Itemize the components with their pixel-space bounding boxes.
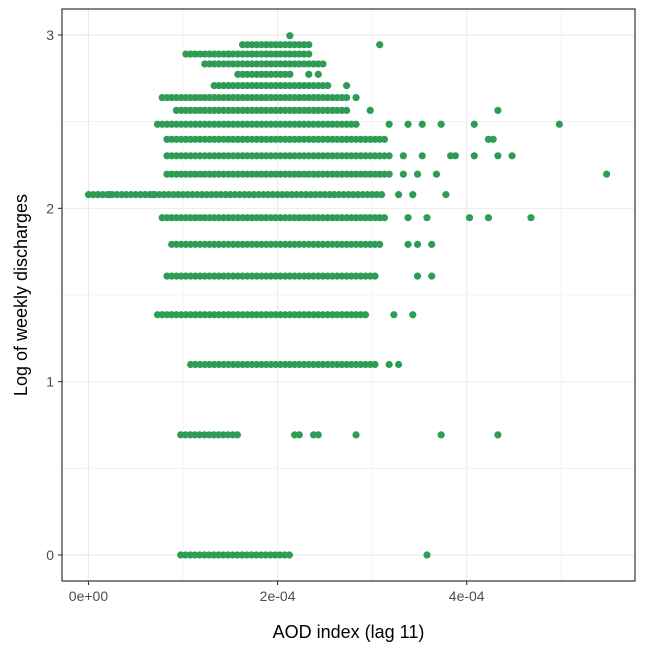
scatter-point (305, 41, 313, 49)
scatter-point (361, 311, 370, 319)
x-axis-title: AOD index (lag 11) (273, 622, 425, 642)
scatter-point (314, 431, 322, 439)
scatter-point (343, 106, 351, 114)
scatter-point (285, 551, 293, 559)
scatter-point (494, 431, 502, 439)
scatter-point (423, 551, 431, 559)
scatter-point (295, 431, 303, 439)
scatter-point (352, 431, 360, 439)
scatter-point (395, 360, 403, 369)
scatter-point (494, 106, 502, 114)
data-points (84, 32, 611, 559)
scatter-point (437, 431, 445, 439)
scatter-point (376, 41, 384, 49)
scatter-point (371, 272, 379, 280)
scatter-point (484, 214, 493, 222)
scatter-point (224, 50, 233, 58)
scatter-point (413, 272, 422, 280)
scatter-point (484, 135, 493, 143)
scatter-point (437, 120, 445, 128)
scatter-point (149, 191, 157, 199)
scatter-point (470, 120, 478, 128)
scatter-point (106, 191, 114, 199)
scatter-point (413, 240, 422, 248)
scatter-point (319, 60, 327, 68)
scatter-point (508, 152, 516, 160)
y-axis-title: Log of weekly discharges (11, 194, 31, 396)
scatter-point (377, 191, 386, 199)
scatter-point (413, 170, 422, 178)
scatter-point (343, 82, 351, 90)
scatter-point (385, 360, 393, 369)
scatter-point (404, 214, 412, 222)
scatter-point (305, 50, 313, 58)
x-tick-label: 0e+00 (69, 588, 109, 604)
scatter-point (352, 120, 360, 128)
y-tick-label: 3 (46, 27, 54, 43)
scatter-point (418, 120, 426, 128)
scatter-point (428, 272, 436, 280)
y-tick-label: 1 (46, 374, 54, 390)
scatter-point (404, 240, 412, 248)
scatter-point (432, 170, 441, 178)
scatter-point (371, 360, 379, 369)
x-tick-label: 2e-04 (260, 588, 296, 604)
scatter-point (380, 214, 389, 222)
scatter-point (527, 214, 535, 222)
y-tick-label: 0 (46, 547, 54, 563)
scatter-point (395, 191, 403, 199)
scatter-point (603, 170, 611, 178)
y-tick-label: 2 (46, 200, 54, 216)
scatter-point (418, 152, 426, 160)
scatter-point (390, 311, 398, 319)
scatter-point (366, 106, 374, 114)
x-tick-label: 4e-04 (449, 588, 485, 604)
scatter-point (399, 152, 407, 160)
scatter-point (404, 120, 412, 128)
scatter-point (281, 60, 289, 68)
scatter-point (286, 32, 294, 40)
scatter-point (385, 170, 393, 178)
scatter-point (399, 170, 407, 178)
scatter-point (248, 50, 256, 58)
scatter-point (286, 70, 294, 78)
scatter-point (470, 152, 478, 160)
scatter-point (409, 311, 417, 319)
scatter-point (442, 191, 450, 199)
scatter-point (385, 120, 393, 128)
scatter-point (380, 135, 389, 143)
scatter-point (376, 240, 384, 248)
scatter-point (233, 431, 241, 439)
scatter-point (385, 152, 393, 160)
scatter-point (324, 82, 332, 90)
scatter-point (305, 70, 313, 78)
axis-ticks: 0e+00 2e-04 4e-04 0 1 2 3 (46, 27, 485, 604)
scatter-point (465, 214, 474, 222)
scatter-point (262, 50, 270, 58)
scatter-point (409, 191, 417, 199)
scatter-point (423, 214, 431, 222)
scatter-point (555, 120, 563, 128)
scatter-point (451, 152, 459, 160)
grid-lines (62, 9, 635, 581)
scatter-point (343, 93, 351, 102)
panel-border (61, 8, 636, 582)
scatter-point (494, 152, 502, 160)
scatter-point (352, 93, 360, 102)
scatter-point (428, 240, 436, 248)
scatter-point (314, 70, 322, 78)
